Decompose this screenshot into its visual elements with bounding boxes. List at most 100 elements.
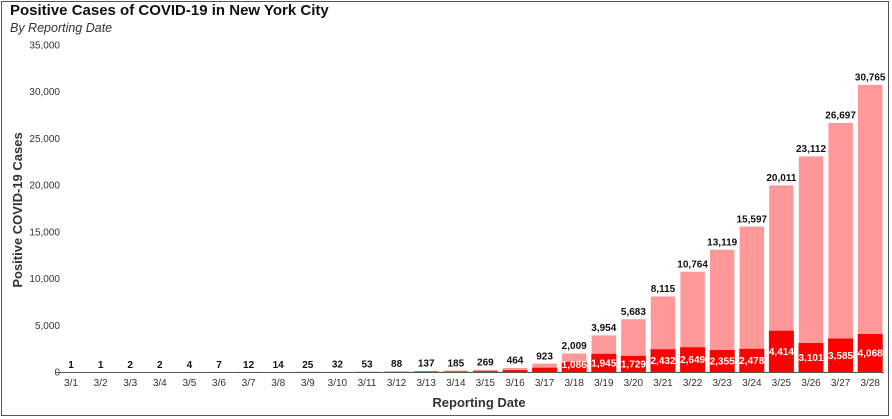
x-tick-label: 3/11 bbox=[358, 378, 377, 389]
x-tick-label: 3/18 bbox=[564, 378, 584, 389]
daily-bar bbox=[620, 355, 646, 372]
x-tick-label: 3/12 bbox=[387, 378, 407, 389]
total-value-label: 88 bbox=[391, 359, 403, 370]
x-tick-label: 3/9 bbox=[301, 378, 315, 389]
y-tick-label: 5,000 bbox=[35, 321, 60, 332]
total-value-label: 10,764 bbox=[677, 259, 708, 270]
x-tick-label: 3/4 bbox=[153, 378, 167, 389]
total-value-label: 2 bbox=[157, 360, 163, 371]
y-tick-label: 15,000 bbox=[29, 227, 60, 238]
total-value-label: 25 bbox=[302, 360, 314, 371]
total-value-label: 32 bbox=[332, 360, 344, 371]
x-tick-label: 3/23 bbox=[712, 378, 732, 389]
total-bar bbox=[857, 84, 884, 373]
total-value-label: 20,011 bbox=[766, 173, 796, 184]
daily-value-label: 2,355 bbox=[710, 356, 735, 367]
x-tick-label: 3/7 bbox=[242, 378, 256, 389]
x-tick-label: 3/2 bbox=[94, 378, 108, 389]
total-bar bbox=[827, 122, 854, 373]
total-value-label: 4 bbox=[187, 360, 193, 371]
x-tick-label: 3/20 bbox=[624, 378, 644, 389]
total-value-label: 2 bbox=[127, 360, 133, 371]
total-value-label: 137 bbox=[418, 359, 435, 370]
total-value-label: 464 bbox=[507, 356, 524, 367]
bars: 1 1 2 2 4 7 12 14 25 32 53 88 137 185 269 464 9232,0091,… bbox=[58, 73, 886, 373]
total-value-label: 14 bbox=[273, 360, 285, 371]
daily-value-label: 4,414 bbox=[769, 347, 794, 358]
x-tick-label: 3/26 bbox=[801, 378, 821, 389]
daily-bar bbox=[502, 370, 528, 372]
x-axis-title: Reporting Date bbox=[432, 395, 525, 410]
daily-bar bbox=[650, 349, 676, 372]
x-tick-label: 3/3 bbox=[123, 378, 137, 389]
daily-bar bbox=[472, 371, 498, 372]
x-tick-label: 3/25 bbox=[772, 378, 792, 389]
total-bar bbox=[798, 155, 824, 373]
x-tick-label: 3/5 bbox=[182, 378, 196, 389]
daily-bar bbox=[798, 343, 824, 372]
x-axis: 3/1 3/2 3/3 3/4 3/5 3/6 3/7 3/8 3/9 3/10 3/11 3/12 3… bbox=[56, 372, 884, 389]
x-tick-label: 3/21 bbox=[653, 378, 673, 389]
total-bar bbox=[738, 225, 765, 373]
y-axis-title: Positive COVID-19 Cases bbox=[10, 132, 25, 287]
x-tick-label: 3/13 bbox=[416, 378, 436, 389]
x-tick-label: 3/28 bbox=[860, 378, 880, 389]
total-value-label: 30,765 bbox=[855, 73, 886, 84]
daily-value-label: 2,649 bbox=[680, 355, 705, 366]
daily-bar bbox=[532, 367, 558, 372]
total-value-label: 1 bbox=[98, 360, 104, 371]
total-value-label: 15,597 bbox=[737, 214, 768, 225]
total-value-label: 23,112 bbox=[796, 144, 826, 155]
total-value-label: 53 bbox=[361, 360, 373, 371]
total-value-label: 185 bbox=[447, 358, 464, 369]
daily-bar bbox=[709, 349, 735, 372]
total-value-label: 7 bbox=[216, 360, 222, 371]
x-tick-label: 3/17 bbox=[535, 378, 555, 389]
total-value-label: 2,009 bbox=[562, 341, 587, 352]
total-value-label: 13,119 bbox=[707, 237, 737, 248]
daily-value-label: 3,585 bbox=[828, 351, 853, 362]
x-tick-label: 3/15 bbox=[476, 378, 496, 389]
x-tick-label: 3/19 bbox=[594, 378, 614, 389]
total-value-label: 923 bbox=[536, 351, 553, 362]
daily-value-label: 1,086 bbox=[562, 360, 587, 371]
daily-value-label: 3,101 bbox=[798, 353, 823, 364]
daily-bar bbox=[857, 333, 883, 372]
x-tick-label: 3/27 bbox=[831, 378, 851, 389]
daily-value-label: 1,945 bbox=[591, 358, 616, 369]
daily-bar bbox=[739, 348, 765, 372]
daily-value-label: 2,478 bbox=[739, 356, 764, 367]
daily-bar bbox=[561, 361, 587, 372]
total-value-label: 26,697 bbox=[825, 111, 856, 122]
x-tick-label: 3/16 bbox=[505, 378, 525, 389]
daily-bar bbox=[680, 347, 706, 372]
x-tick-label: 3/8 bbox=[271, 378, 285, 389]
daily-bar bbox=[591, 353, 617, 372]
chart-title: Positive Cases of COVID-19 in New York C… bbox=[10, 2, 329, 19]
daily-bar bbox=[828, 338, 854, 372]
daily-value-label: 1,729 bbox=[621, 359, 646, 370]
x-tick-label: 3/14 bbox=[446, 378, 466, 389]
y-tick-label: 30,000 bbox=[29, 87, 60, 98]
x-tick-label: 3/1 bbox=[64, 378, 78, 389]
y-tick-label: 35,000 bbox=[29, 41, 60, 52]
x-tick-label: 3/22 bbox=[683, 378, 703, 389]
y-tick-label: 20,000 bbox=[29, 181, 60, 192]
daily-value-label: 4,068 bbox=[858, 348, 883, 359]
y-axis: 05,00010,00015,00020,00025,00030,00035,0… bbox=[29, 41, 60, 379]
total-value-label: 12 bbox=[243, 360, 255, 371]
chart-subtitle: By Reporting Date bbox=[10, 21, 113, 35]
total-value-label: 1 bbox=[68, 360, 74, 371]
x-tick-label: 3/10 bbox=[328, 378, 348, 389]
y-tick-label: 10,000 bbox=[29, 274, 60, 285]
total-value-label: 5,683 bbox=[621, 307, 646, 318]
daily-value-label: 2,432 bbox=[650, 356, 675, 367]
y-tick-label: 25,000 bbox=[29, 134, 60, 145]
daily-bar bbox=[768, 330, 794, 372]
x-tick-label: 3/6 bbox=[212, 378, 226, 389]
total-value-label: 3,954 bbox=[591, 323, 616, 334]
total-value-label: 269 bbox=[477, 357, 494, 368]
total-value-label: 8,115 bbox=[651, 284, 676, 295]
x-tick-label: 3/24 bbox=[742, 378, 762, 389]
